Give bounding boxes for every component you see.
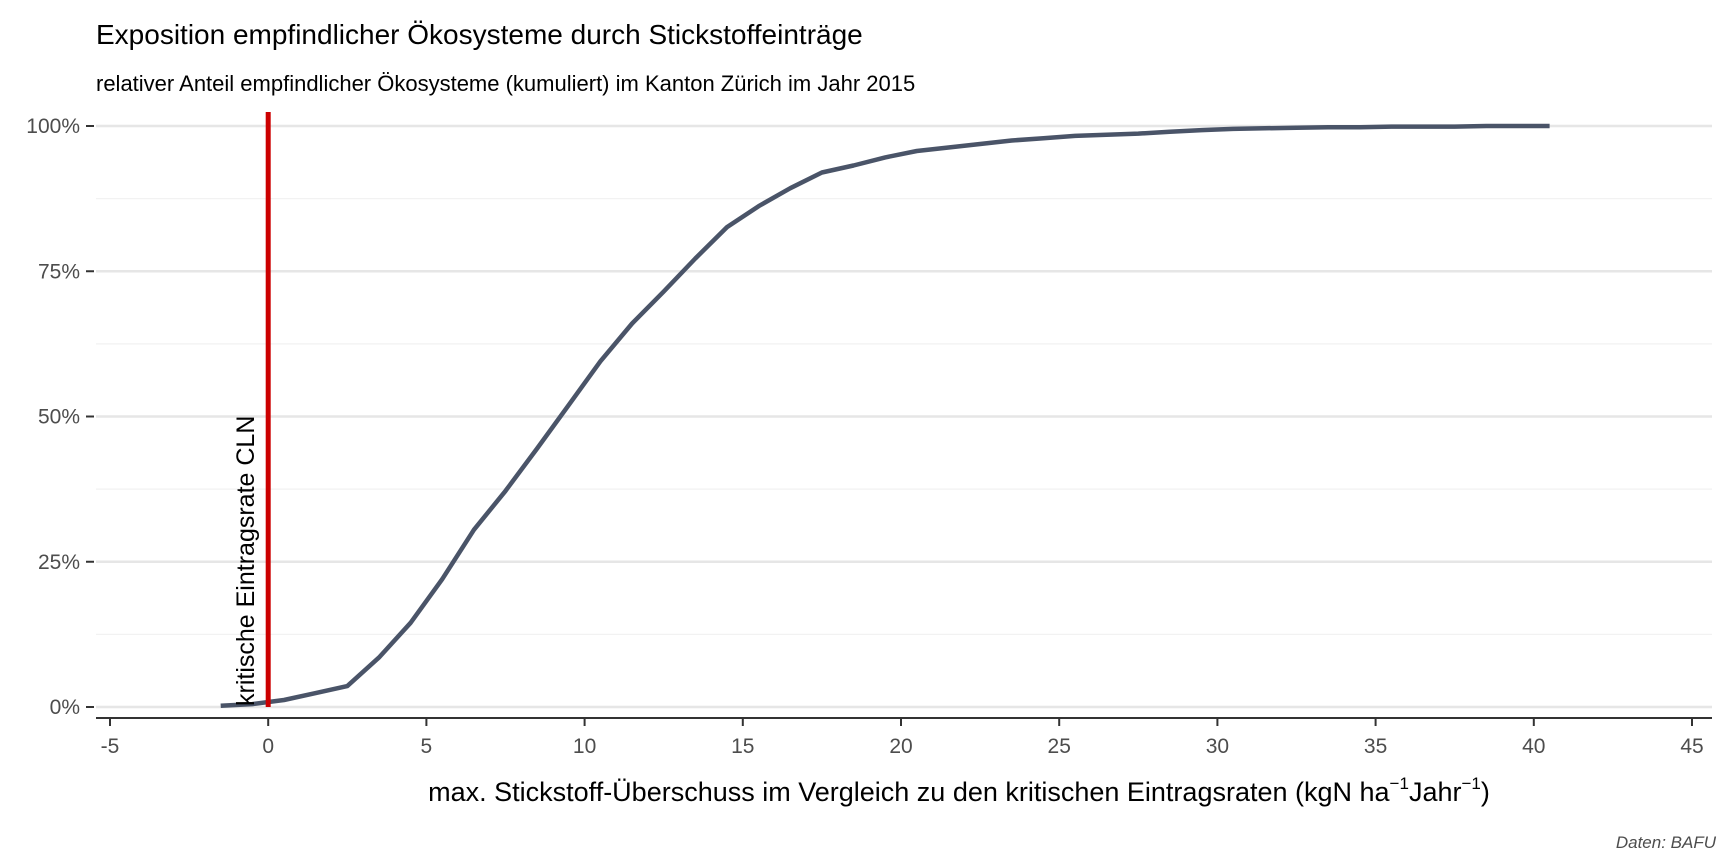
y-tick-label: 25%	[38, 551, 80, 574]
x-tick-label: 40	[1522, 735, 1545, 758]
x-axis-title-middle: Jahr	[1409, 777, 1462, 807]
axes	[86, 125, 1712, 726]
x-tick-label: 30	[1206, 735, 1229, 758]
x-tick-labels: -5 0 5 10 15 20 25 30 35 40 45	[101, 735, 1704, 758]
x-tick-label: 20	[889, 735, 912, 758]
y-tick-label: 100%	[26, 115, 80, 138]
y-tick-label: 0%	[50, 696, 80, 719]
x-axis-title-sup1: −1	[1390, 774, 1409, 793]
x-tick-label: 0	[262, 735, 274, 758]
series-line	[220, 123, 1550, 709]
x-tick-label: 15	[731, 735, 754, 758]
reference-line-label: kritische Eintragsrate CLN	[232, 416, 260, 706]
x-axis-title-main: max. Stickstoff-Überschuss im Vergleich …	[428, 777, 1390, 807]
x-tick-label: 25	[1048, 735, 1071, 758]
y-tick-label: 75%	[38, 260, 80, 283]
x-tick-label: -5	[101, 735, 120, 758]
x-tick-label: 5	[421, 735, 433, 758]
x-tick-label: 10	[573, 735, 596, 758]
x-tick-label: 45	[1680, 735, 1703, 758]
chart-subtitle: relativer Anteil empfindlicher Ökosystem…	[96, 71, 915, 96]
chart-title: Exposition empfindlicher Ökosysteme durc…	[96, 19, 863, 50]
caption: Daten: BAFU	[1616, 833, 1717, 852]
x-axis-title: max. Stickstoff-Überschuss im Vergleich …	[428, 774, 1490, 807]
y-tick-labels: 0% 25% 50% 75% 100%	[26, 115, 80, 719]
grid	[96, 124, 1712, 709]
x-tick-label: 35	[1364, 735, 1387, 758]
x-axis-title-sup2: −1	[1461, 774, 1480, 793]
x-axis-title-end: )	[1481, 777, 1490, 807]
y-tick-label: 50%	[38, 406, 80, 429]
reference-line-group: kritische Eintragsrate CLN	[232, 112, 271, 707]
series	[220, 123, 1550, 709]
